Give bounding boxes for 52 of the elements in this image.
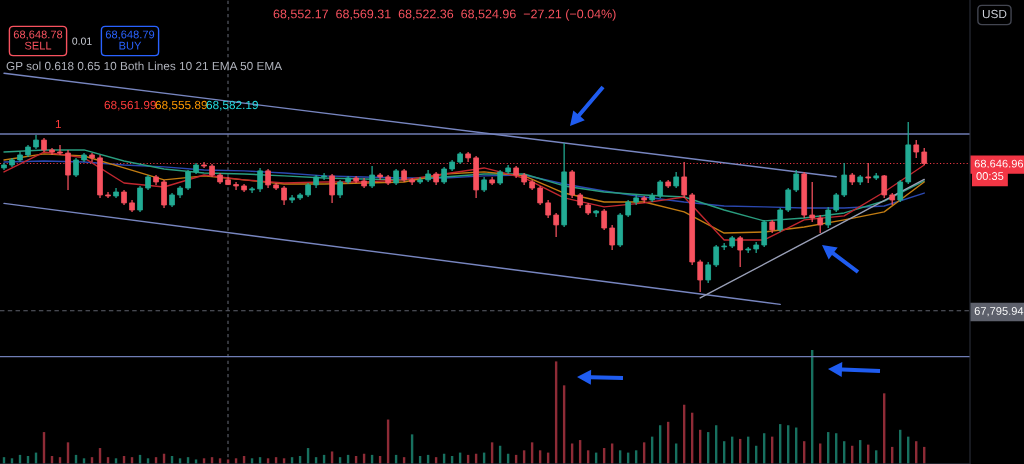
candlestick bbox=[785, 187, 792, 213]
line-series bbox=[3, 149, 925, 222]
candlestick bbox=[281, 185, 287, 206]
candlestick bbox=[553, 212, 559, 238]
candlestick bbox=[657, 179, 663, 199]
candlestick bbox=[329, 173, 335, 204]
candlestick bbox=[337, 179, 343, 199]
candlestick bbox=[185, 169, 191, 191]
candlestick bbox=[73, 157, 79, 178]
annotation: 68,582.19 bbox=[206, 100, 258, 111]
candlestick bbox=[681, 161, 687, 199]
candlestick bbox=[137, 185, 143, 213]
candlestick bbox=[161, 179, 167, 209]
candlestick bbox=[601, 208, 607, 231]
text: USD bbox=[982, 9, 1007, 19]
candlestick bbox=[841, 162, 848, 198]
candlestick bbox=[705, 261, 711, 284]
annotation: 1 bbox=[55, 119, 61, 129]
candlestick bbox=[697, 259, 703, 293]
y-tick-label: 68,646.96 bbox=[974, 159, 1024, 169]
annotation: 0.01 bbox=[72, 37, 92, 45]
candlestick bbox=[257, 167, 263, 193]
candlestick bbox=[809, 181, 816, 223]
candlestick bbox=[833, 192, 840, 213]
text: 00:35 bbox=[976, 172, 1004, 180]
annotation: GP sol 0.618 0.65 10 Both Lines 10 21 EMA 50 EMA bbox=[6, 61, 283, 71]
candlestick bbox=[65, 149, 71, 191]
candlestick bbox=[777, 207, 784, 233]
annotation: 68,648.78 SELL bbox=[13, 30, 63, 50]
candlestick bbox=[609, 224, 615, 251]
candlestick bbox=[233, 181, 239, 191]
candlestick bbox=[865, 162, 872, 184]
candlestick bbox=[369, 165, 375, 189]
candlestick bbox=[545, 199, 551, 219]
candlestick bbox=[57, 144, 63, 156]
line-series bbox=[3, 160, 925, 209]
candlestick bbox=[897, 179, 904, 203]
candlestick bbox=[761, 219, 768, 248]
candlestick bbox=[713, 244, 719, 268]
annotation: 68,552.17 68,569.31 68,522.36 68,524.96 −27.21 (−0.04%) bbox=[273, 9, 616, 21]
annotation: 68,648.79 BUY bbox=[105, 30, 155, 50]
candlestick bbox=[537, 185, 543, 206]
annotation: 68,561.99 bbox=[104, 100, 156, 111]
candlestick bbox=[793, 169, 800, 193]
candlestick bbox=[265, 168, 271, 189]
candlestick bbox=[817, 214, 824, 234]
candlestick bbox=[737, 235, 743, 268]
candlestick bbox=[569, 169, 575, 199]
candlestick bbox=[825, 206, 832, 229]
annotation: 68,555.89 bbox=[155, 100, 207, 111]
y-tick-label: 67,795.94 bbox=[974, 307, 1024, 317]
candlestick bbox=[881, 174, 888, 199]
